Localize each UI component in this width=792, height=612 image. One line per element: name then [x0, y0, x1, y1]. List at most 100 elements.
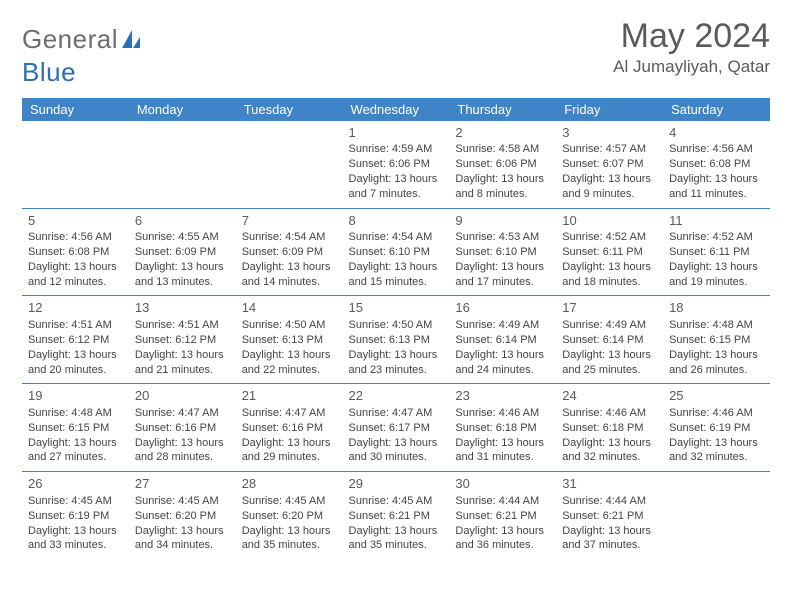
day-number: 7: [242, 212, 337, 230]
calendar-day-cell: 10Sunrise: 4:52 AM Sunset: 6:11 PM Dayli…: [556, 208, 663, 296]
calendar-header-row: Sunday Monday Tuesday Wednesday Thursday…: [22, 98, 770, 121]
header: GeneralBlue May 2024 Al Jumayliyah, Qata…: [22, 18, 770, 88]
day-sun-info: Sunrise: 4:58 AM Sunset: 6:06 PM Dayligh…: [455, 142, 550, 201]
day-number: 16: [455, 299, 550, 317]
weekday-header: Friday: [556, 98, 663, 121]
day-number: 10: [562, 212, 657, 230]
day-number: 14: [242, 299, 337, 317]
day-sun-info: Sunrise: 4:52 AM Sunset: 6:11 PM Dayligh…: [669, 230, 764, 289]
location-subtitle: Al Jumayliyah, Qatar: [613, 57, 770, 77]
day-number: 24: [562, 387, 657, 405]
day-sun-info: Sunrise: 4:49 AM Sunset: 6:14 PM Dayligh…: [455, 318, 550, 377]
day-number: 11: [669, 212, 764, 230]
calendar-day-cell: 21Sunrise: 4:47 AM Sunset: 6:16 PM Dayli…: [236, 384, 343, 472]
weekday-header: Monday: [129, 98, 236, 121]
calendar-week-row: 1Sunrise: 4:59 AM Sunset: 6:06 PM Daylig…: [22, 121, 770, 208]
day-sun-info: Sunrise: 4:52 AM Sunset: 6:11 PM Dayligh…: [562, 230, 657, 289]
calendar-day-cell: 6Sunrise: 4:55 AM Sunset: 6:09 PM Daylig…: [129, 208, 236, 296]
calendar-page: GeneralBlue May 2024 Al Jumayliyah, Qata…: [0, 0, 792, 569]
calendar-day-cell: 25Sunrise: 4:46 AM Sunset: 6:19 PM Dayli…: [663, 384, 770, 472]
calendar-empty-cell: [663, 472, 770, 559]
calendar-empty-cell: [236, 121, 343, 208]
calendar-day-cell: 11Sunrise: 4:52 AM Sunset: 6:11 PM Dayli…: [663, 208, 770, 296]
day-number: 22: [349, 387, 444, 405]
day-number: 28: [242, 475, 337, 493]
weekday-header: Tuesday: [236, 98, 343, 121]
calendar-day-cell: 26Sunrise: 4:45 AM Sunset: 6:19 PM Dayli…: [22, 472, 129, 559]
day-number: 19: [28, 387, 123, 405]
day-number: 15: [349, 299, 444, 317]
day-sun-info: Sunrise: 4:54 AM Sunset: 6:09 PM Dayligh…: [242, 230, 337, 289]
day-number: 27: [135, 475, 230, 493]
day-sun-info: Sunrise: 4:45 AM Sunset: 6:20 PM Dayligh…: [135, 494, 230, 553]
logo-part2: Blue: [22, 57, 76, 87]
day-number: 25: [669, 387, 764, 405]
calendar-body: 1Sunrise: 4:59 AM Sunset: 6:06 PM Daylig…: [22, 121, 770, 560]
page-title: May 2024: [613, 18, 770, 55]
calendar-day-cell: 4Sunrise: 4:56 AM Sunset: 6:08 PM Daylig…: [663, 121, 770, 208]
calendar-day-cell: 19Sunrise: 4:48 AM Sunset: 6:15 PM Dayli…: [22, 384, 129, 472]
calendar-day-cell: 13Sunrise: 4:51 AM Sunset: 6:12 PM Dayli…: [129, 296, 236, 384]
day-sun-info: Sunrise: 4:47 AM Sunset: 6:16 PM Dayligh…: [242, 406, 337, 465]
logo-sail-icon: [120, 26, 142, 57]
day-number: 13: [135, 299, 230, 317]
day-sun-info: Sunrise: 4:44 AM Sunset: 6:21 PM Dayligh…: [562, 494, 657, 553]
day-sun-info: Sunrise: 4:46 AM Sunset: 6:19 PM Dayligh…: [669, 406, 764, 465]
day-sun-info: Sunrise: 4:56 AM Sunset: 6:08 PM Dayligh…: [28, 230, 123, 289]
calendar-day-cell: 27Sunrise: 4:45 AM Sunset: 6:20 PM Dayli…: [129, 472, 236, 559]
calendar-day-cell: 29Sunrise: 4:45 AM Sunset: 6:21 PM Dayli…: [343, 472, 450, 559]
day-sun-info: Sunrise: 4:51 AM Sunset: 6:12 PM Dayligh…: [135, 318, 230, 377]
calendar-day-cell: 5Sunrise: 4:56 AM Sunset: 6:08 PM Daylig…: [22, 208, 129, 296]
day-sun-info: Sunrise: 4:56 AM Sunset: 6:08 PM Dayligh…: [669, 142, 764, 201]
day-number: 4: [669, 124, 764, 142]
day-number: 21: [242, 387, 337, 405]
calendar-day-cell: 16Sunrise: 4:49 AM Sunset: 6:14 PM Dayli…: [449, 296, 556, 384]
day-number: 20: [135, 387, 230, 405]
day-sun-info: Sunrise: 4:45 AM Sunset: 6:20 PM Dayligh…: [242, 494, 337, 553]
day-number: 23: [455, 387, 550, 405]
calendar-day-cell: 15Sunrise: 4:50 AM Sunset: 6:13 PM Dayli…: [343, 296, 450, 384]
day-number: 6: [135, 212, 230, 230]
day-sun-info: Sunrise: 4:44 AM Sunset: 6:21 PM Dayligh…: [455, 494, 550, 553]
day-sun-info: Sunrise: 4:51 AM Sunset: 6:12 PM Dayligh…: [28, 318, 123, 377]
calendar-day-cell: 8Sunrise: 4:54 AM Sunset: 6:10 PM Daylig…: [343, 208, 450, 296]
logo-text: GeneralBlue: [22, 24, 142, 88]
logo: GeneralBlue: [22, 18, 142, 88]
day-number: 9: [455, 212, 550, 230]
calendar-day-cell: 20Sunrise: 4:47 AM Sunset: 6:16 PM Dayli…: [129, 384, 236, 472]
day-sun-info: Sunrise: 4:59 AM Sunset: 6:06 PM Dayligh…: [349, 142, 444, 201]
calendar-day-cell: 28Sunrise: 4:45 AM Sunset: 6:20 PM Dayli…: [236, 472, 343, 559]
day-number: 17: [562, 299, 657, 317]
calendar-day-cell: 31Sunrise: 4:44 AM Sunset: 6:21 PM Dayli…: [556, 472, 663, 559]
day-number: 31: [562, 475, 657, 493]
day-sun-info: Sunrise: 4:45 AM Sunset: 6:21 PM Dayligh…: [349, 494, 444, 553]
weekday-header: Sunday: [22, 98, 129, 121]
day-number: 5: [28, 212, 123, 230]
day-sun-info: Sunrise: 4:55 AM Sunset: 6:09 PM Dayligh…: [135, 230, 230, 289]
weekday-header: Wednesday: [343, 98, 450, 121]
day-sun-info: Sunrise: 4:47 AM Sunset: 6:17 PM Dayligh…: [349, 406, 444, 465]
day-sun-info: Sunrise: 4:54 AM Sunset: 6:10 PM Dayligh…: [349, 230, 444, 289]
day-number: 29: [349, 475, 444, 493]
day-sun-info: Sunrise: 4:48 AM Sunset: 6:15 PM Dayligh…: [669, 318, 764, 377]
calendar-empty-cell: [22, 121, 129, 208]
day-number: 1: [349, 124, 444, 142]
day-sun-info: Sunrise: 4:50 AM Sunset: 6:13 PM Dayligh…: [242, 318, 337, 377]
day-sun-info: Sunrise: 4:53 AM Sunset: 6:10 PM Dayligh…: [455, 230, 550, 289]
day-sun-info: Sunrise: 4:49 AM Sunset: 6:14 PM Dayligh…: [562, 318, 657, 377]
day-sun-info: Sunrise: 4:50 AM Sunset: 6:13 PM Dayligh…: [349, 318, 444, 377]
weekday-header: Thursday: [449, 98, 556, 121]
calendar-day-cell: 9Sunrise: 4:53 AM Sunset: 6:10 PM Daylig…: [449, 208, 556, 296]
calendar-empty-cell: [129, 121, 236, 208]
calendar-week-row: 5Sunrise: 4:56 AM Sunset: 6:08 PM Daylig…: [22, 208, 770, 296]
calendar-day-cell: 18Sunrise: 4:48 AM Sunset: 6:15 PM Dayli…: [663, 296, 770, 384]
calendar-day-cell: 24Sunrise: 4:46 AM Sunset: 6:18 PM Dayli…: [556, 384, 663, 472]
logo-part1: General: [22, 24, 118, 54]
calendar-week-row: 19Sunrise: 4:48 AM Sunset: 6:15 PM Dayli…: [22, 384, 770, 472]
day-number: 18: [669, 299, 764, 317]
calendar-day-cell: 30Sunrise: 4:44 AM Sunset: 6:21 PM Dayli…: [449, 472, 556, 559]
calendar-day-cell: 22Sunrise: 4:47 AM Sunset: 6:17 PM Dayli…: [343, 384, 450, 472]
title-block: May 2024 Al Jumayliyah, Qatar: [613, 18, 770, 77]
weekday-header: Saturday: [663, 98, 770, 121]
calendar-day-cell: 14Sunrise: 4:50 AM Sunset: 6:13 PM Dayli…: [236, 296, 343, 384]
